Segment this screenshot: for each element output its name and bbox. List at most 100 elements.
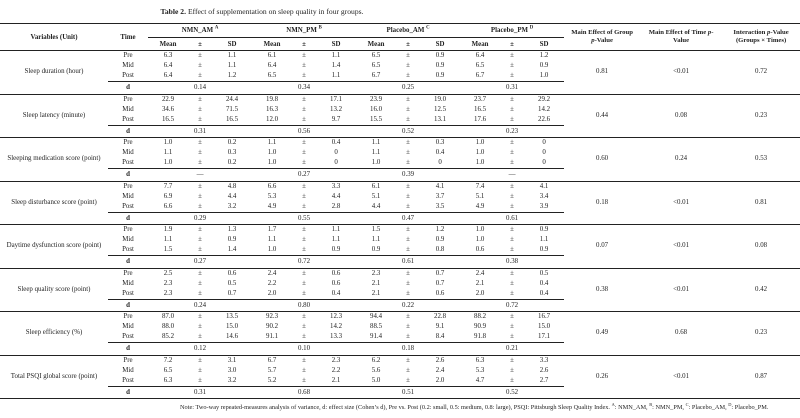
interaction-p-value: 0.08 [755,242,768,250]
sd-value: 1.0 [539,72,549,79]
plus-minus-symbol: ± [198,366,202,374]
plus-minus-symbol: ± [302,376,306,384]
mean-value: 1.1 [371,139,381,146]
d-value: 0.25 [356,81,461,94]
group-p-value: 0.60 [596,155,609,163]
data-row: Mid 1.1 ±0.3 1.0 ±0 1.1 ±0.4 1.0 ±0 [0,148,800,158]
d-value: 0.31 [148,385,253,399]
mean-value: 1.0 [475,159,485,166]
mean-value: 90.2 [266,323,279,330]
d-value: 0.61 [460,211,565,225]
subheader-pm: ± [198,40,202,48]
group-p-value: 0.38 [596,285,609,293]
mean-value: 1.0 [267,159,277,166]
variable-name: Sleep quality score (point) [17,285,91,293]
mean-value: 1.0 [475,236,485,243]
mean-value: 1.1 [163,149,173,156]
mean-value: 1.0 [475,149,485,156]
time-p-value: 0.68 [675,329,688,337]
d-value: 0.52 [460,385,565,399]
mean-value: 17.6 [474,115,487,123]
sd-value: 3.9 [539,202,549,210]
sd-value: 3.0 [227,366,237,374]
effect-size-row: d 0.29 0.55 0.47 0.61 [0,211,800,225]
time-label: Pre [123,139,133,146]
mean-value: 1.0 [475,226,485,233]
variable-block: Sleeping medication score (point) Pre 1.0 ±… [0,138,800,181]
sd-value: 1.3 [227,226,237,233]
d-value: 0.38 [460,255,565,268]
sd-value: 0 [542,149,546,156]
mean-value: 2.0 [267,289,277,297]
plus-minus-symbol: ± [510,313,514,320]
plus-minus-symbol: ± [198,202,202,210]
mean-value: 2.3 [163,289,173,297]
plus-minus-symbol: ± [302,366,306,374]
mean-value: 1.1 [371,236,381,243]
d-value: 0.21 [460,342,565,355]
sd-value: 0.4 [539,289,549,297]
mean-value: 5.1 [371,192,381,200]
mean-value: 2.1 [475,279,485,287]
plus-minus-symbol: ± [198,95,202,103]
plus-minus-symbol: ± [198,279,202,287]
subheader-mean: Mean [159,40,177,48]
data-row: Post 6.3 ±3.2 5.2 ±2.1 5.0 ±2.0 4.7 ±2.7 [0,376,800,387]
data-row: Post 16.5 ±16.5 12.0 ±9.7 15.5 ±13.1 17.6 ±22.6 [0,115,800,126]
d-value: 0.52 [356,124,461,138]
mean-value: 6.6 [267,182,277,190]
plus-minus-symbol: ± [406,182,410,190]
sd-value: 2.3 [331,356,341,364]
time-label: Mid [122,236,134,243]
interaction-p-value: 0.53 [755,155,768,163]
sd-value: 14.2 [330,323,343,330]
plus-minus-symbol: ± [302,139,306,146]
sd-value: 22.8 [434,313,447,320]
data-row: Sleep disturbance score (point) Pre 7.7 ±4.… [0,181,800,206]
sd-value: 3.1 [227,356,237,364]
data-row: Mid 88.0 ±15.0 90.2 ±14.2 88.5 ±9.1 90.9 ±15.0 [0,322,800,332]
variable-block: Sleep efficiency (%) Pre 87.0 ±13.5 92.3 ±12.… [0,312,800,355]
time-label: Post [122,376,134,384]
subheader-mean: Mean [263,40,281,48]
d-label: d [108,81,148,94]
mean-value: 19.8 [266,95,279,103]
group-name: NMN_PM [286,27,317,34]
time-label: Pre [123,356,133,364]
plus-minus-symbol: ± [302,279,306,287]
mean-value: 1.0 [163,159,173,166]
mean-value: 2.4 [267,269,277,277]
d-value: 0.72 [460,298,565,312]
effect-size-row: d 0.27 0.72 0.61 0.38 [0,255,800,268]
interaction-p-value: 0.23 [755,329,768,337]
data-row: Post 1.0 ±0.2 1.0 ±0 1.0 ±0 1.0 ±0 [0,158,800,169]
data-row: Daytime dysfunction score (point) Pre 1.9 ±… [0,225,800,249]
time-label: Post [122,246,134,253]
mean-value: 6.4 [475,52,485,59]
effect-size-row: d —0.27 0.39— [0,168,800,181]
mean-value: 1.0 [267,246,277,253]
data-row: Mid 6.9 ±4.4 5.3 ±4.4 5.1 ±3.7 5.1 ±3.4 [0,192,800,202]
sd-value: 0.7 [435,279,445,287]
sd-value: 4.8 [227,182,237,190]
sd-value: 1.1 [227,52,237,59]
mean-value: 6.3 [163,52,173,59]
mean-value: 4.9 [267,202,277,210]
mean-value: 5.3 [267,192,277,200]
d-label: d [108,168,148,181]
mean-value: 6.7 [371,72,381,79]
mean-value: 5.1 [475,192,485,200]
mean-value: 23.7 [474,95,487,103]
sd-value: 12.5 [434,105,447,113]
mean-value: 91.8 [474,333,487,340]
time-label: Mid [122,279,134,287]
col-header-time-p-value: Main Effect of Time p-Value [648,29,714,44]
d-value: 0.12 [148,342,253,355]
time-label: Mid [122,192,134,200]
time-p-value: <0.01 [673,68,690,76]
mean-value: 2.1 [371,289,381,297]
sd-value: 0.4 [331,139,341,146]
interaction-p-value: 0.23 [755,111,768,119]
mean-value: 4.4 [371,202,381,210]
sd-value: 2.4 [435,366,445,374]
